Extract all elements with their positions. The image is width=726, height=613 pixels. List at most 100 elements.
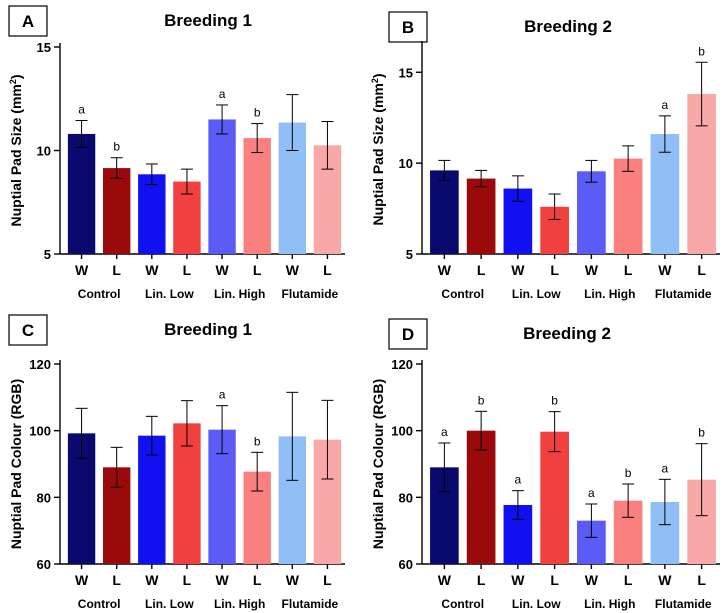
bar	[430, 170, 459, 254]
bar	[67, 133, 96, 254]
significance-letter: b	[113, 140, 120, 154]
panel-d: D Breeding 2 Nuptial Pad Colour (RGB) 60 80 1…	[370, 318, 720, 611]
bar	[540, 431, 569, 564]
y-tick-label: 60	[399, 557, 413, 572]
group-label: Control	[441, 287, 484, 301]
chart-title: Breeding 1	[164, 11, 252, 30]
x-category-label: W	[658, 262, 672, 278]
significance-letter: b	[254, 434, 261, 448]
x-category-label: L	[477, 262, 486, 278]
y-axis-label-text: Nuptial Pad Colour (RGB)	[370, 379, 386, 549]
x-category-label: W	[511, 572, 525, 588]
chart-title: Breeding 2	[523, 324, 611, 343]
panel-badge	[8, 314, 48, 346]
y-tick-label: 60	[37, 557, 51, 572]
x-category-label: L	[112, 262, 121, 278]
panel-badge	[388, 11, 428, 43]
y-tick-label: 10	[37, 144, 51, 159]
x-category-label: L	[253, 572, 262, 588]
panel-c: C Breeding 1 Nuptial Pad Colour (RGB) 60 80 1…	[8, 314, 345, 611]
panel-letter: B	[402, 18, 414, 37]
x-category-label: W	[585, 262, 599, 278]
group-label: Flutamide	[282, 287, 339, 301]
x-category-label: W	[438, 262, 452, 278]
significance-letter: a	[662, 461, 669, 475]
group-label: Lin. Low	[145, 287, 194, 301]
bar	[208, 119, 236, 254]
y-axis-label: Nuptial Pad Colour (RGB)	[370, 379, 386, 549]
panel-letter: D	[402, 325, 414, 344]
y-axis-label-superscript: 2	[370, 78, 380, 83]
panel-badge	[388, 318, 428, 350]
significance-letter: b	[254, 106, 261, 120]
significance-letter: a	[588, 486, 595, 500]
group-label: Lin. High	[214, 597, 265, 611]
y-axis-label: Nuptial Pad Size (mm2)	[8, 74, 24, 226]
group-label: Control	[78, 287, 121, 301]
y-tick-label: 120	[391, 357, 413, 372]
x-category-label: W	[286, 262, 300, 278]
significance-letter: b	[625, 466, 632, 480]
x-category-label: W	[215, 572, 229, 588]
x-category-label: W	[511, 262, 525, 278]
x-category-label: L	[183, 262, 192, 278]
bar	[138, 174, 166, 254]
x-category-label: L	[550, 262, 559, 278]
y-tick-label: 100	[391, 424, 413, 439]
group-label: Flutamide	[655, 287, 712, 301]
bar	[243, 138, 271, 254]
y-axis-label-text: Nuptial Pad Size (mm	[370, 83, 386, 225]
significance-letter: b	[698, 426, 705, 440]
x-category-label: W	[75, 572, 89, 588]
y-axis-label-text: Nuptial Pad Colour (RGB)	[8, 379, 24, 549]
x-category-label: W	[75, 262, 89, 278]
x-category-label: W	[286, 572, 300, 588]
significance-letter: b	[698, 44, 705, 58]
bar	[173, 423, 201, 564]
y-tick-label: 120	[29, 357, 51, 372]
panel-a: A Breeding 1 Nuptial Pad Size (mm2) 5 10 15 a W…	[8, 5, 345, 301]
significance-letter: b	[478, 393, 485, 407]
y-tick-label: 15	[37, 40, 51, 55]
significance-letter: a	[219, 87, 226, 101]
x-category-label: L	[183, 572, 192, 588]
y-axis-label: Nuptial Pad Colour (RGB)	[8, 379, 24, 549]
x-category-label: L	[477, 572, 486, 588]
bar	[466, 430, 496, 564]
significance-letter: a	[515, 473, 522, 487]
significance-letter: a	[662, 98, 669, 112]
group-label: Lin. Low	[512, 287, 561, 301]
x-category-label: W	[658, 572, 672, 588]
x-category-label: W	[438, 572, 452, 588]
x-category-label: L	[697, 572, 706, 588]
y-tick-label: 5	[406, 247, 413, 262]
bar	[102, 168, 131, 254]
y-axis-label-end: )	[8, 74, 24, 79]
group-label: Lin. Low	[512, 597, 561, 611]
y-axis-label: Nuptial Pad Size (mm2)	[370, 73, 386, 225]
bar	[138, 435, 166, 564]
significance-letter: b	[551, 394, 558, 408]
group-label: Lin. High	[584, 597, 635, 611]
group-label: Lin. Low	[145, 597, 194, 611]
panel-letter: A	[22, 12, 34, 31]
group-label: Control	[78, 597, 121, 611]
x-category-label: L	[697, 262, 706, 278]
x-category-label: L	[624, 262, 633, 278]
y-tick-label: 80	[37, 490, 51, 505]
group-label: Lin. High	[584, 287, 635, 301]
x-category-label: W	[215, 262, 229, 278]
bar	[650, 134, 680, 254]
group-label: Lin. High	[214, 287, 265, 301]
group-label: Control	[441, 597, 484, 611]
group-label: Flutamide	[655, 597, 712, 611]
panel-badge	[8, 5, 48, 37]
x-category-label: L	[323, 262, 332, 278]
x-category-label: L	[550, 572, 559, 588]
bar	[577, 171, 606, 254]
y-axis-label-superscript: 2	[8, 79, 18, 84]
x-category-label: L	[624, 572, 633, 588]
significance-letter: a	[441, 425, 448, 439]
